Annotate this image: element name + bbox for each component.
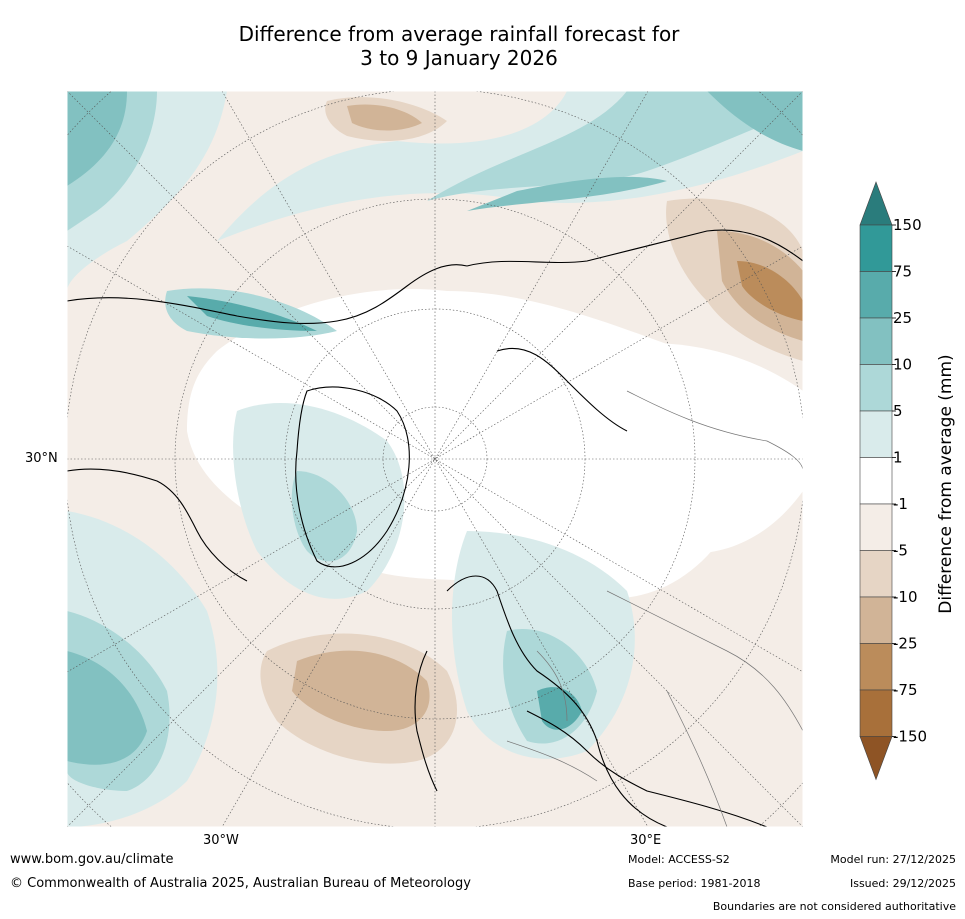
anomaly-region bbox=[467, 176, 667, 211]
coastlines bbox=[67, 229, 803, 827]
colorbar-tick-label: -1 bbox=[893, 495, 908, 513]
footer-model: Model: ACCESS-S2 bbox=[628, 853, 730, 866]
colorbar-swatch bbox=[859, 689, 893, 737]
lon-label-30w: 30°W bbox=[203, 833, 239, 848]
colorbar-swatch bbox=[859, 317, 893, 365]
colorbar-swatch bbox=[859, 550, 893, 598]
title-line2: 3 to 9 January 2026 bbox=[360, 46, 558, 70]
footer-base-period: Base period: 1981-2018 bbox=[628, 877, 761, 890]
colorbar-tick-label: -25 bbox=[893, 635, 918, 653]
colorbar-tick-label: 75 bbox=[893, 263, 912, 281]
colorbar-swatch bbox=[859, 224, 893, 272]
colorbar-tick-label: -5 bbox=[893, 542, 908, 560]
footer-copyright: © Commonwealth of Australia 2025, Austra… bbox=[10, 876, 471, 891]
footer-url[interactable]: www.bom.gov.au/climate bbox=[10, 852, 174, 867]
colorbar-swatch bbox=[859, 364, 893, 412]
colorbar-tick-label: 25 bbox=[893, 309, 912, 327]
anomaly-region bbox=[292, 650, 430, 731]
lon-label-30e: 30°E bbox=[630, 833, 662, 848]
colorbar-tick-label: 1 bbox=[893, 449, 903, 467]
colorbar-swatch bbox=[859, 596, 893, 644]
graticule bbox=[67, 91, 803, 827]
colorbar-extend-min bbox=[859, 736, 893, 781]
colorbar: 150 75 25 10 5 1 -1 -5 -10 -25 -75 -150 bbox=[859, 181, 927, 781]
colorbar-swatch bbox=[859, 410, 893, 458]
colorbar-tick-label: 5 bbox=[893, 402, 903, 420]
anomaly-region bbox=[67, 91, 127, 186]
footer-disclaimer: Boundaries are not considered authoritat… bbox=[712, 900, 956, 913]
colorbar-extend-max bbox=[859, 181, 893, 226]
colorbar-tick-label: -10 bbox=[893, 588, 918, 606]
anomaly-region bbox=[427, 91, 803, 201]
colorbar-tick-label: -150 bbox=[893, 728, 927, 746]
colorbar-swatch bbox=[859, 643, 893, 691]
country-borders bbox=[506, 390, 803, 827]
lat-label-30n: 30°N bbox=[25, 451, 58, 466]
colorbar-tick-label: -75 bbox=[893, 681, 918, 699]
anomaly-region bbox=[347, 104, 422, 131]
colorbar-swatch bbox=[859, 271, 893, 319]
anomaly-region bbox=[67, 651, 147, 765]
colorbar-swatch bbox=[859, 457, 893, 505]
colorbar-title: Difference from average (mm) bbox=[936, 354, 956, 614]
colorbar-tick-label: 10 bbox=[893, 356, 912, 374]
anomaly-region bbox=[587, 343, 803, 554]
footer-issued: Issued: 29/12/2025 bbox=[849, 877, 956, 890]
colorbar-swatch bbox=[859, 503, 893, 551]
footer-model-run: Model run: 27/12/2025 bbox=[830, 853, 956, 866]
anomaly-region bbox=[737, 261, 803, 321]
map-title: Difference from average rainfall forecas… bbox=[0, 22, 965, 70]
title-line1: Difference from average rainfall forecas… bbox=[238, 22, 680, 46]
polar-map[interactable] bbox=[67, 91, 803, 827]
colorbar-tick-label: 150 bbox=[893, 216, 922, 234]
anomaly-region bbox=[707, 91, 803, 151]
